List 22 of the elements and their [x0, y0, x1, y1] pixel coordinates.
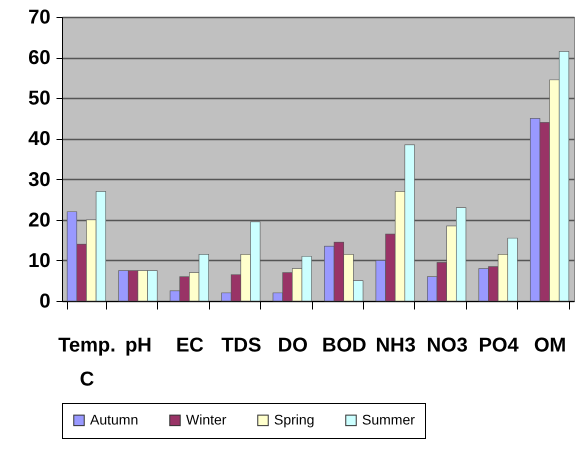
x-tick-label: NO3: [426, 334, 468, 356]
y-tick-label: 0: [39, 290, 50, 312]
x-tick-label: OM: [534, 334, 566, 356]
x-tick-label: DO: [278, 334, 308, 356]
x-tick-label: pH: [125, 334, 152, 356]
y-tick-label: 20: [28, 209, 50, 232]
y-tick-label: 70: [28, 6, 50, 28]
x-tick-label: BOD: [322, 334, 366, 356]
x-tick-label: PO4: [478, 334, 520, 356]
legend-label: Winter: [186, 411, 227, 428]
x-tick-label: Temp. C: [58, 334, 116, 390]
legend-label: Autumn: [90, 411, 138, 428]
y-tick-label: 40: [28, 128, 50, 150]
x-tick-label: EC: [176, 334, 204, 356]
y-tick-label: 50: [28, 88, 50, 110]
x-tick-label: NH3: [376, 334, 416, 356]
legend-label: Spring: [274, 411, 314, 428]
y-tick-label: 30: [28, 168, 50, 191]
y-tick-label: 10: [28, 250, 50, 272]
x-tick-label: TDS: [221, 334, 262, 356]
y-tick-label: 60: [28, 47, 50, 70]
legend-label: Summer: [362, 411, 416, 428]
